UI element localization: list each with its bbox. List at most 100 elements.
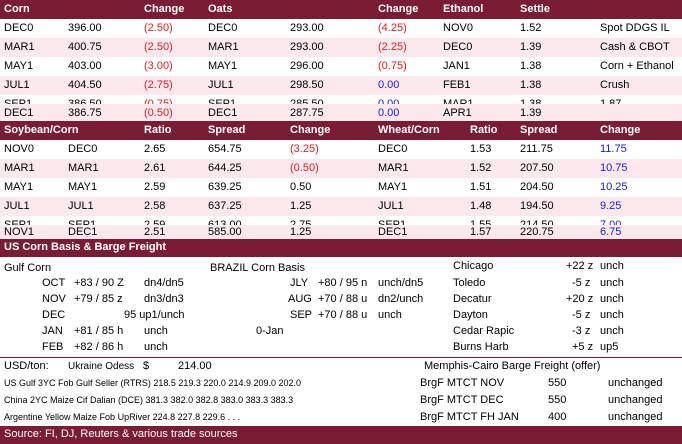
table-row: JUL1 404.50 (2.75) JUL1 298.50 0.00 FEB1… bbox=[0, 76, 682, 95]
barge-value: 550 bbox=[548, 377, 567, 389]
spread: 585.00 bbox=[208, 226, 242, 238]
oats-price: 298.50 bbox=[290, 79, 324, 91]
location-name: Burns Harb bbox=[453, 341, 509, 353]
corn-month: DEC0 bbox=[68, 143, 98, 155]
col-soybean-corn: Soybean/Corn bbox=[4, 124, 79, 136]
wheat-spread: 220.75 bbox=[520, 226, 554, 238]
soy-month: MAR1 bbox=[4, 162, 35, 174]
wheat-month: MAY1 bbox=[378, 181, 408, 193]
corn-price: 404.50 bbox=[68, 79, 102, 91]
basis-barge-title: US Corn Basis & Barge Freight bbox=[4, 241, 166, 253]
oats-month: MAY1 bbox=[208, 60, 238, 72]
wheat-month: JUL1 bbox=[378, 200, 404, 212]
fob-line-us-gulf: US Gulf 3YC Fob Gulf Seller (RTRS) 218.5… bbox=[4, 378, 302, 388]
brazil-basis: +70 / 88 u bbox=[318, 309, 368, 321]
table-row: NOV0 DEC0 2.65 654.75 (3.25) DEC0 1.53 2… bbox=[0, 140, 682, 159]
gulf-month: OCT bbox=[42, 277, 66, 289]
oats-month: MAR1 bbox=[208, 41, 239, 53]
wheat-month: DEC0 bbox=[378, 143, 408, 155]
col-wheat-ratio: Ratio bbox=[470, 124, 498, 136]
oats-month: JUL1 bbox=[208, 79, 234, 91]
brazil-basis: +70 / 88 u bbox=[318, 293, 368, 305]
location-basis: -3 z bbox=[572, 325, 591, 337]
table-row: MAR1 MAR1 2.61 644.25 (0.50) MAR1 1.52 2… bbox=[0, 159, 682, 178]
fob-barge-section: USD/ton: Ukraine Odess $ 214.00 Memphis-… bbox=[0, 358, 682, 426]
corn-change: (2.50) bbox=[144, 41, 173, 53]
corn-month: DEC1 bbox=[4, 107, 34, 119]
ethanol-month: DEC0 bbox=[443, 41, 473, 53]
oats-change: 0.00 bbox=[378, 79, 400, 91]
location-name: Cedar Rapic bbox=[453, 325, 515, 337]
col-oats-change: Change bbox=[378, 3, 419, 15]
spread: 654.75 bbox=[208, 143, 242, 155]
ratio: 2.51 bbox=[144, 226, 166, 238]
spread: 637.25 bbox=[208, 200, 242, 212]
brazil-basis: +80 / 95 n bbox=[318, 277, 368, 289]
barge-name: BrgF MTCT FH JAN bbox=[420, 411, 519, 423]
wheat-spread: 194.50 bbox=[520, 200, 554, 212]
ratio: 2.59 bbox=[144, 181, 166, 193]
source-text: Source: FI, DJ, Reuters & various trade … bbox=[4, 428, 238, 440]
ethanol-settle: 1.38 bbox=[520, 79, 542, 91]
location-change: unch bbox=[600, 277, 624, 289]
barge-value: 400 bbox=[548, 411, 567, 423]
corn-month: MAY1 bbox=[4, 60, 34, 72]
col-oats: Oats bbox=[208, 3, 233, 15]
location-name: Toledo bbox=[453, 277, 486, 289]
corn-price: 403.00 bbox=[68, 60, 102, 72]
corn-month: DEC1 bbox=[68, 226, 98, 238]
corn-month: DEC0 bbox=[4, 22, 34, 34]
col-wheat-corn: Wheat/Corn bbox=[378, 124, 440, 136]
corn-price: 400.75 bbox=[68, 41, 102, 53]
soy-month: NOV0 bbox=[4, 143, 34, 155]
ethanol-month: FEB1 bbox=[443, 79, 471, 91]
barge-name: BrgF MTCT DEC bbox=[420, 394, 504, 406]
location-basis: +20 z bbox=[566, 293, 594, 305]
ukraine-currency: $ bbox=[143, 360, 150, 372]
corn-oats-ethanol-header: Corn Change Oats Change Ethanol Settle bbox=[0, 0, 682, 19]
wheat-change: 9.25 bbox=[600, 200, 622, 212]
barge-change: unchanged bbox=[608, 377, 663, 389]
oats-change: (2.25) bbox=[378, 41, 407, 53]
col-settle: Settle bbox=[520, 3, 550, 15]
barge-title: Memphis-Cairo Barge Freight (offer) bbox=[424, 360, 601, 372]
corn-change: (2.50) bbox=[144, 22, 173, 34]
gulf-month: DEC bbox=[42, 309, 66, 321]
fob-line-china: China 2YC Maize Cif Dalian (DCE) 381.3 3… bbox=[4, 395, 294, 405]
ethanol-month: APR1 bbox=[443, 107, 472, 119]
brazil-month: JLY bbox=[290, 277, 309, 289]
wheat-ratio: 1.48 bbox=[470, 200, 492, 212]
table-row: MAR1 400.75 (2.50) MAR1 293.00 (2.25) DE… bbox=[0, 38, 682, 57]
col-change: Change bbox=[290, 124, 331, 136]
location-change: unch bbox=[600, 325, 624, 337]
brazil-month: AUG bbox=[288, 293, 312, 305]
gulf-month: FEB bbox=[42, 341, 64, 353]
wheat-change: 6.75 bbox=[600, 226, 622, 238]
location-name: Decatur bbox=[453, 293, 492, 305]
table-row: DEC1 386.75 (0.50) DEC1 287.75 0.00 APR1… bbox=[0, 104, 682, 123]
wheat-change: 10.75 bbox=[600, 162, 628, 174]
brazil-change: dn2/unch bbox=[378, 293, 424, 305]
col-ethanol: Ethanol bbox=[443, 3, 484, 15]
table-row: NOV1 DEC1 2.51 585.00 1.25 DEC1 1.57 220… bbox=[0, 225, 682, 239]
col-wheat-spread: Spread bbox=[520, 124, 558, 136]
barge-change: unchanged bbox=[608, 411, 663, 423]
oats-price: 287.75 bbox=[290, 107, 324, 119]
wheat-ratio: 1.51 bbox=[470, 181, 492, 193]
corn-month: MAR1 bbox=[68, 162, 99, 174]
ethanol-settle: 1.52 bbox=[520, 22, 542, 34]
soy-month: JUL1 bbox=[4, 200, 30, 212]
ratio: 2.58 bbox=[144, 200, 166, 212]
location-change: unch bbox=[600, 293, 624, 305]
basis-section: Gulf Corn BRAZIL Corn Basis OCT +83 / 90… bbox=[0, 257, 682, 357]
gulf-corn-title: Gulf Corn bbox=[4, 262, 52, 274]
col-spread: Spread bbox=[208, 124, 246, 136]
gulf-month: NOV bbox=[42, 293, 66, 305]
ethanol-settle: 1.38 bbox=[520, 60, 542, 72]
fob-line-argentine: Argentine Yellow Maize Fob UpRiver 224.8… bbox=[4, 412, 241, 422]
location-name: Dayton bbox=[453, 309, 488, 321]
ukraine-value: 214.00 bbox=[178, 360, 212, 372]
change: (3.25) bbox=[290, 143, 319, 155]
table-row: MAY1 403.00 (3.00) MAY1 296.00 (0.75) JA… bbox=[0, 57, 682, 76]
wheat-ratio: 1.53 bbox=[470, 143, 492, 155]
